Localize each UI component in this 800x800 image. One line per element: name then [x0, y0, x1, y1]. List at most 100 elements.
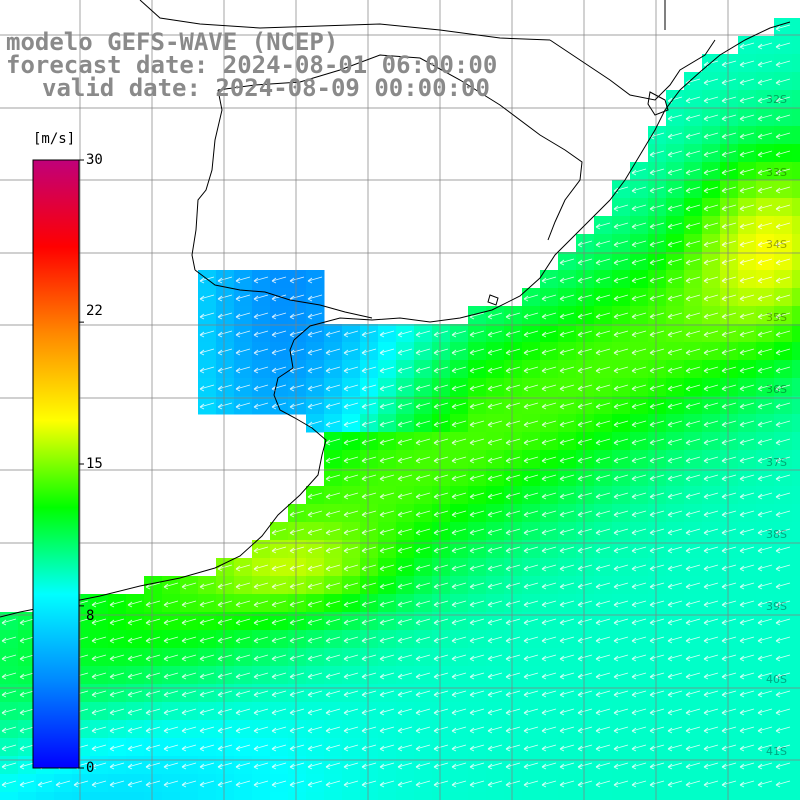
wind-arrow — [271, 546, 287, 554]
wind-arrow — [595, 618, 611, 626]
wind-arrow — [523, 510, 539, 518]
wind-cell — [792, 504, 800, 523]
wind-arrow — [685, 618, 701, 626]
wind-arrow — [325, 384, 341, 392]
wind-arrow — [361, 402, 377, 410]
wind-arrow — [523, 636, 539, 644]
wind-cell — [792, 342, 800, 361]
wind-cell — [792, 198, 800, 217]
wind-arrow — [541, 546, 557, 554]
wind-arrow — [145, 654, 161, 662]
wind-arrow — [469, 546, 485, 554]
wind-arrow — [271, 726, 287, 734]
wind-arrow — [559, 366, 575, 374]
wind-arrow — [433, 780, 449, 788]
wind-arrow — [721, 348, 737, 356]
wind-arrow — [757, 402, 773, 410]
wind-arrow — [415, 744, 431, 752]
wind-arrow — [613, 528, 629, 536]
wind-arrow — [397, 456, 413, 464]
wind-arrow — [649, 780, 665, 788]
wind-arrow — [1, 672, 17, 680]
wind-arrow — [487, 690, 503, 698]
wind-arrow — [739, 582, 755, 590]
wind-arrow — [649, 312, 665, 320]
wind-arrow — [469, 672, 485, 680]
wind-arrow — [595, 348, 611, 356]
wind-arrow — [685, 330, 701, 338]
wind-arrow — [37, 780, 53, 788]
wind-arrow — [595, 420, 611, 428]
wind-arrow — [685, 438, 701, 446]
wind-arrow — [253, 384, 269, 392]
wind-arrow — [397, 402, 413, 410]
wind-arrow — [325, 762, 341, 770]
wind-arrow — [721, 618, 737, 626]
wind-arrow — [361, 528, 377, 536]
wind-arrow — [523, 312, 539, 320]
wind-arrow — [127, 654, 143, 662]
wind-arrow — [757, 456, 773, 464]
wind-arrow — [271, 366, 287, 374]
wind-arrow — [577, 762, 593, 770]
wind-arrow — [595, 762, 611, 770]
wind-arrow — [595, 366, 611, 374]
wind-cell — [792, 324, 800, 343]
wind-arrow — [631, 204, 647, 212]
wind-arrow — [613, 510, 629, 518]
wind-arrow — [775, 726, 791, 734]
colorbar-tick-8: 8 — [86, 608, 95, 624]
wind-arrow — [253, 276, 269, 284]
wind-arrow — [343, 564, 359, 572]
wind-arrow — [253, 762, 269, 770]
wind-arrow — [415, 456, 431, 464]
wind-arrow — [685, 348, 701, 356]
wind-arrow — [235, 762, 251, 770]
wind-arrow — [469, 708, 485, 716]
wind-arrow — [577, 312, 593, 320]
wind-arrow — [757, 60, 773, 68]
wind-arrow — [631, 168, 647, 176]
wind-arrow — [667, 294, 683, 302]
wind-arrow — [415, 582, 431, 590]
wind-arrow — [559, 474, 575, 482]
wind-arrow — [19, 744, 35, 752]
wind-arrow — [757, 708, 773, 716]
wind-arrow — [487, 672, 503, 680]
wind-arrow — [415, 726, 431, 734]
wind-arrow — [703, 672, 719, 680]
wind-arrow — [559, 582, 575, 590]
wind-arrow — [685, 150, 701, 158]
wind-arrow — [307, 276, 323, 284]
wind-arrow — [235, 366, 251, 374]
wind-arrow — [523, 366, 539, 374]
wind-arrow — [469, 438, 485, 446]
wind-arrow — [649, 384, 665, 392]
wind-cell — [648, 792, 667, 800]
wind-cell — [306, 792, 325, 800]
wind-arrow — [379, 546, 395, 554]
wind-arrow — [289, 528, 305, 536]
lat-label-34s: 34S — [766, 238, 787, 251]
model-title: modelo GEFS-WAVE (NCEP) — [6, 28, 339, 56]
wind-arrow — [397, 474, 413, 482]
wind-arrow — [379, 600, 395, 608]
wind-arrow — [667, 384, 683, 392]
wind-arrow — [379, 474, 395, 482]
wind-arrow — [559, 618, 575, 626]
wind-arrow — [199, 618, 215, 626]
wind-arrow — [649, 600, 665, 608]
wind-arrow — [523, 618, 539, 626]
wind-arrow — [361, 690, 377, 698]
wind-arrow — [613, 726, 629, 734]
wind-arrow — [307, 528, 323, 536]
wind-arrow — [199, 690, 215, 698]
wind-arrow — [523, 564, 539, 572]
wind-arrow — [487, 510, 503, 518]
wind-arrow — [739, 132, 755, 140]
wind-arrow — [757, 276, 773, 284]
wind-arrow — [631, 366, 647, 374]
wind-cell — [792, 558, 800, 577]
wind-arrow — [649, 222, 665, 230]
wind-cell — [792, 684, 800, 703]
